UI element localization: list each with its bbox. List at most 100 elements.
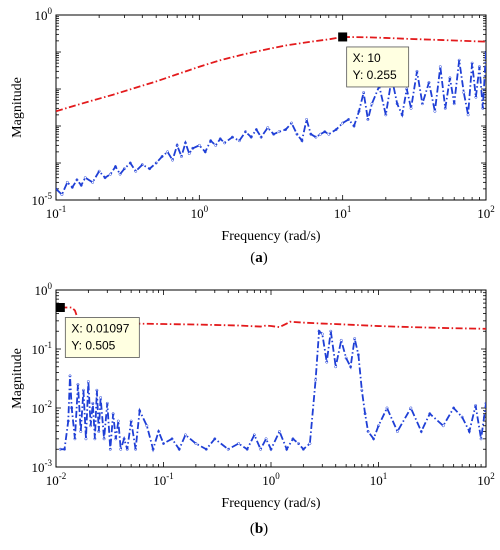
series-point bbox=[334, 365, 338, 369]
y-axis-label: Magnitude bbox=[10, 348, 25, 409]
series-point bbox=[140, 163, 144, 167]
series-point bbox=[266, 126, 270, 130]
series-line-0 bbox=[56, 36, 486, 113]
series-point bbox=[66, 419, 70, 423]
series-point bbox=[428, 412, 432, 416]
series-point bbox=[197, 143, 201, 147]
series-point bbox=[259, 135, 263, 139]
series-point bbox=[223, 141, 227, 145]
series-point bbox=[95, 388, 99, 392]
series-point bbox=[259, 447, 263, 451]
series-point bbox=[91, 180, 95, 184]
series-point bbox=[366, 430, 370, 433]
series-line-1 bbox=[60, 329, 486, 453]
series-point bbox=[466, 113, 470, 117]
series-point bbox=[484, 401, 486, 405]
series-point bbox=[405, 87, 409, 91]
series-point bbox=[438, 65, 442, 69]
series-point bbox=[97, 169, 101, 173]
series-point bbox=[68, 374, 72, 378]
series-point bbox=[484, 50, 486, 54]
series-point bbox=[474, 404, 478, 408]
series-point bbox=[470, 61, 474, 65]
series-point bbox=[118, 172, 122, 176]
series-point bbox=[327, 132, 331, 136]
series-point bbox=[362, 91, 366, 95]
series-point bbox=[114, 165, 117, 169]
series-point bbox=[366, 118, 370, 121]
series-point bbox=[79, 183, 83, 187]
series-point bbox=[349, 365, 353, 369]
series-point bbox=[209, 139, 213, 143]
series-point bbox=[301, 447, 305, 451]
y-tick-label: 10-2 bbox=[32, 399, 53, 416]
plot-frame bbox=[55, 14, 487, 201]
y-tick-label: 10-5 bbox=[32, 191, 53, 208]
series-point bbox=[179, 155, 183, 158]
series-point bbox=[183, 433, 187, 437]
datatip-x-value: X: 0.01097 bbox=[71, 322, 129, 336]
series-point bbox=[79, 430, 83, 433]
series-point bbox=[460, 415, 464, 419]
x-tick-label: 101 bbox=[370, 471, 388, 488]
series-point bbox=[325, 360, 329, 364]
series-point bbox=[134, 447, 138, 451]
series-point bbox=[385, 406, 389, 410]
series-point bbox=[138, 409, 142, 413]
series-point bbox=[148, 167, 152, 171]
x-tick-label: 10-1 bbox=[153, 471, 174, 488]
series-point bbox=[352, 124, 356, 128]
series-point bbox=[295, 132, 299, 136]
series-point bbox=[420, 102, 424, 106]
series-point bbox=[109, 172, 112, 176]
series-point bbox=[244, 130, 247, 134]
y-tick-label: 10-1 bbox=[32, 340, 53, 357]
series-point bbox=[409, 406, 413, 410]
datatip-x-value: X: 10 bbox=[353, 51, 381, 65]
series-point bbox=[357, 109, 361, 113]
datatip-box bbox=[64, 317, 140, 358]
series-point bbox=[58, 447, 62, 451]
series-point bbox=[119, 447, 123, 451]
panel-label: (a) bbox=[250, 250, 268, 266]
series-point bbox=[73, 437, 77, 441]
series-point bbox=[329, 329, 333, 333]
series-point bbox=[84, 437, 88, 441]
series-point bbox=[128, 161, 132, 165]
series-point bbox=[360, 388, 364, 392]
x-axis-label: Frequency (rad/s) bbox=[221, 496, 320, 511]
x-tick-label: 101 bbox=[334, 204, 352, 221]
series-point bbox=[452, 406, 456, 410]
datatip-marker[interactable] bbox=[338, 32, 348, 42]
series-point bbox=[162, 442, 165, 445]
series-point bbox=[86, 380, 90, 384]
series-point bbox=[254, 128, 258, 132]
series-point bbox=[319, 132, 322, 136]
series-point bbox=[191, 146, 195, 150]
series-point bbox=[252, 433, 256, 437]
series-point bbox=[305, 118, 309, 121]
y-tick-label: 100 bbox=[35, 6, 53, 23]
series-point bbox=[226, 447, 230, 451]
series-point bbox=[296, 442, 300, 445]
series-point bbox=[230, 135, 234, 139]
series-point bbox=[183, 141, 187, 145]
datatip-marker[interactable] bbox=[55, 303, 65, 313]
series-point bbox=[145, 424, 149, 428]
chart-panel-b: 10-2 10-1 100 101 10210-310-210-1100Frequenc… bbox=[10, 281, 495, 537]
series-point bbox=[214, 143, 218, 147]
series-point bbox=[218, 137, 222, 141]
x-tick-label: 10-1 bbox=[46, 204, 67, 221]
chart-panel-a: 10-1 100 101 102 10-5 100 Frequency (rad/s) Mag… bbox=[10, 6, 495, 266]
series-point bbox=[83, 176, 87, 180]
series-point bbox=[108, 447, 112, 451]
series-point bbox=[114, 437, 118, 441]
series-point bbox=[341, 121, 345, 125]
series-point bbox=[356, 353, 360, 357]
series-point bbox=[102, 437, 106, 441]
series-point bbox=[99, 396, 103, 400]
series-point bbox=[441, 424, 445, 428]
series-point bbox=[400, 113, 404, 117]
series-point bbox=[323, 130, 327, 134]
